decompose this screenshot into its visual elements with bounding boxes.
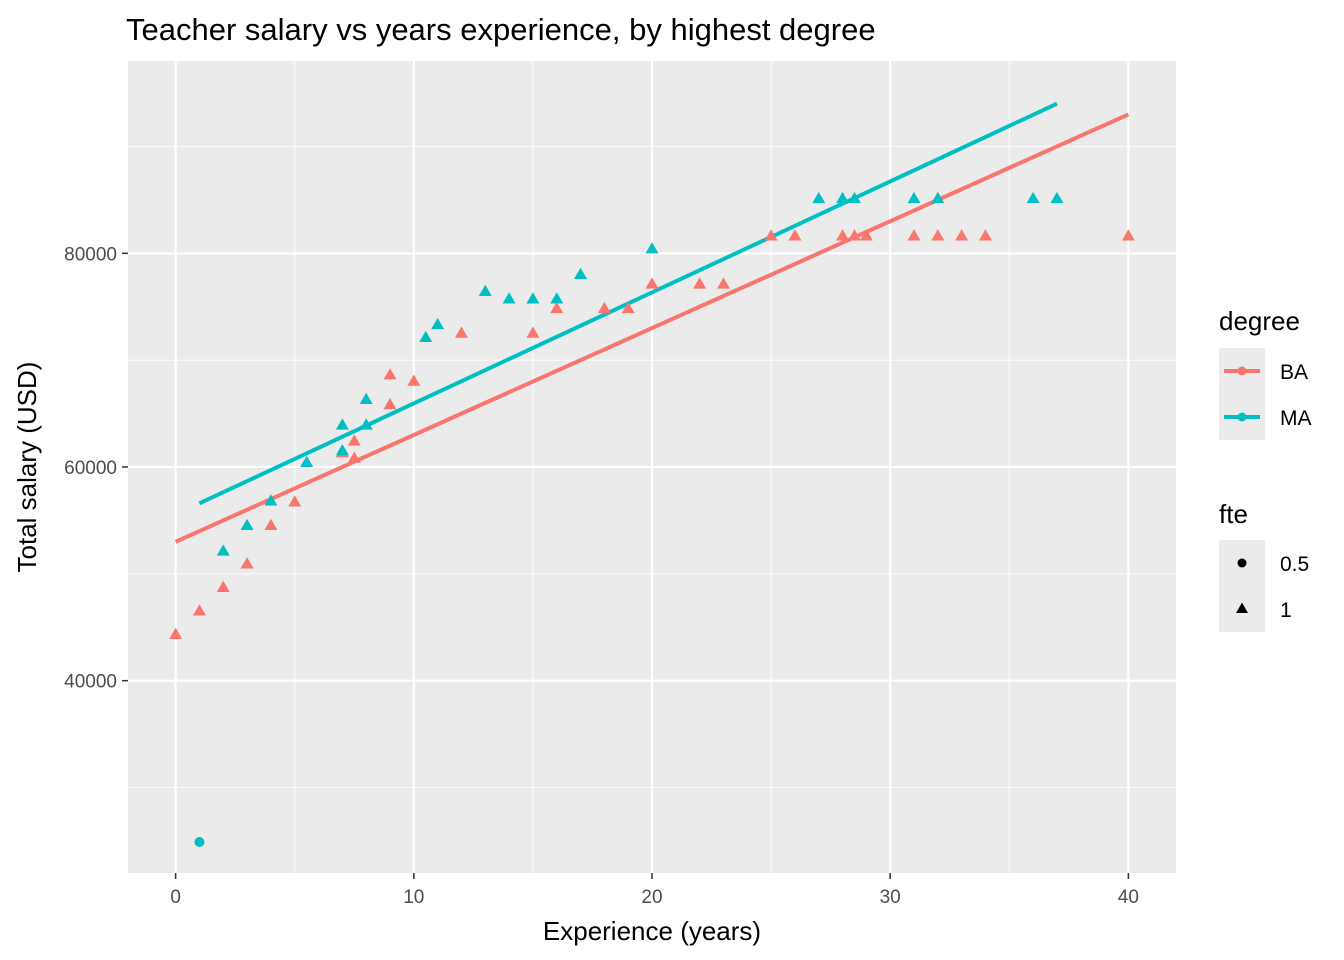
point-ma [836, 191, 850, 204]
point-ma [419, 330, 433, 342]
x-tick-label: 0 [170, 887, 181, 908]
point-ma [1050, 191, 1064, 204]
x-tick-label: 10 [403, 887, 424, 908]
tick-labels: 0 10 20 30 40 40000 60000 80000 [64, 244, 1139, 908]
point-ma [1026, 191, 1040, 204]
point-ma [931, 191, 945, 204]
point-ba [216, 580, 230, 593]
legend-label-fte: 1 [1280, 599, 1292, 622]
legend-title-fte: fte [1219, 499, 1248, 529]
point-ma [264, 494, 278, 506]
point-ba [859, 229, 873, 241]
x-tick-label: 30 [880, 887, 901, 908]
point-ba [454, 326, 468, 338]
point-ba [550, 301, 564, 314]
point-ba [347, 451, 361, 463]
legend-label-ba: BA [1280, 361, 1308, 384]
legend-label-fte: 0.5 [1280, 553, 1309, 576]
point-ba [240, 557, 254, 569]
point-ba [407, 374, 421, 386]
y-axis-title: Total salary (USD) [12, 362, 42, 573]
point-ba [693, 277, 707, 289]
point-ba [169, 627, 183, 640]
major-gridlines [128, 61, 1176, 873]
point-ma [240, 518, 254, 531]
data-points [169, 191, 1135, 848]
y-tick-label: 40000 [64, 672, 117, 693]
point-ma [216, 544, 230, 556]
point-ba [907, 229, 921, 241]
point-ba [836, 229, 850, 241]
legend-key-circle [1237, 558, 1247, 568]
point-ma [194, 837, 205, 848]
point-ma [359, 392, 373, 404]
point-ma [359, 418, 373, 430]
point-ma [300, 455, 314, 467]
point-ba [621, 301, 635, 314]
point-ma [550, 292, 564, 304]
x-tick-label: 20 [641, 887, 662, 908]
x-axis-title: Experience (years) [543, 916, 761, 946]
point-ma [907, 191, 921, 204]
point-ma [478, 284, 492, 297]
point-ma [431, 317, 445, 330]
point-ba [931, 229, 945, 241]
y-tick-label: 80000 [64, 244, 117, 265]
point-ma [574, 267, 588, 279]
point-ma [335, 444, 349, 456]
legend-label-ma: MA [1280, 407, 1312, 430]
point-ma [645, 242, 659, 254]
point-ba [597, 301, 611, 314]
point-ba [978, 229, 992, 241]
legend-title-degree: degree [1219, 306, 1300, 336]
fit-line-ba [174, 112, 1130, 544]
point-ba [1121, 229, 1135, 241]
legend: degree BA MA fte 0.5 1 [1219, 306, 1312, 632]
legend-key-triangle [1236, 602, 1248, 613]
point-ma [526, 292, 540, 304]
point-ba [383, 398, 397, 410]
point-ba [847, 229, 861, 241]
chart-title: Teacher salary vs years experience, by h… [126, 12, 876, 47]
point-ba [192, 604, 206, 616]
point-ba [764, 229, 778, 241]
point-ma [812, 191, 826, 204]
legend-key-point [1237, 366, 1247, 376]
point-ma [847, 191, 861, 204]
point-ba [788, 229, 802, 241]
point-ba [526, 326, 540, 338]
axis-ticks [122, 252, 1130, 879]
y-tick-label: 60000 [64, 458, 117, 479]
point-ba [288, 495, 302, 507]
point-ba [347, 434, 361, 446]
point-ba [645, 277, 659, 289]
point-ba [383, 368, 397, 380]
point-ma [502, 292, 516, 304]
point-ba [955, 229, 969, 241]
x-tick-label: 40 [1118, 887, 1139, 908]
point-ba [716, 277, 730, 289]
point-ba [264, 518, 278, 531]
point-ma [335, 418, 349, 430]
legend-key-point [1237, 412, 1247, 422]
